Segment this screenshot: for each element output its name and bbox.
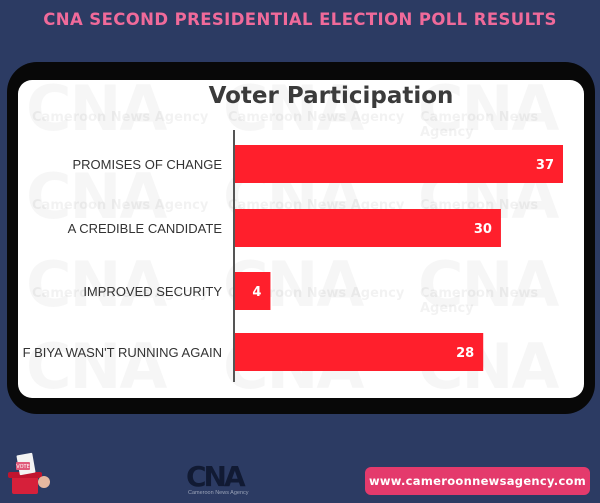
- bar-value-label: 37: [536, 158, 554, 173]
- website-url-button[interactable]: www.cameroonnewsagency.com: [365, 467, 590, 495]
- bar-value-label: 4: [252, 285, 261, 300]
- bar-value-label: 28: [456, 346, 474, 361]
- footer-logo: CNA Cameroon News Agency: [186, 460, 258, 500]
- ballot-box-icon: VOTE: [8, 452, 50, 494]
- bar-chart: 37 PROMISES OF CHANGE 30 A CREDIBLE CANDIDA…: [23, 130, 563, 382]
- bar-0: [235, 145, 563, 183]
- category-tick-label: IMPROVED SECURITY: [83, 284, 222, 299]
- vote-label: VOTE: [16, 464, 29, 470]
- footer-logo-text: CNA: [186, 460, 246, 493]
- category-tick-label: F BIYA WASN'T RUNNING AGAIN: [23, 345, 222, 360]
- chart-panel: CNA CNA CNA Cameroon News Agency Cameroo…: [18, 80, 584, 398]
- footer-logo-sub: Cameroon News Agency: [188, 490, 249, 496]
- category-tick-label: A CREDIBLE CANDIDATE: [68, 221, 223, 236]
- bar-1: [235, 209, 501, 247]
- chart-title: Voter Participation: [208, 83, 454, 109]
- bar-2: [235, 272, 271, 310]
- category-tick-label: PROMISES OF CHANGE: [72, 157, 222, 172]
- bar-value-label: 30: [474, 222, 492, 237]
- bar-3: [235, 333, 484, 371]
- page-title: CNA SECOND PRESIDENTIAL ELECTION POLL RE…: [43, 10, 557, 29]
